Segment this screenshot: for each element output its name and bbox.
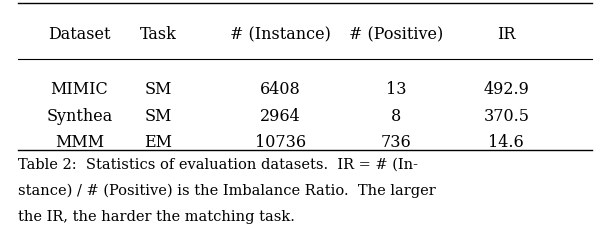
Text: IR: IR [497, 26, 515, 43]
Text: # (Positive): # (Positive) [350, 26, 443, 43]
Text: the IR, the harder the matching task.: the IR, the harder the matching task. [18, 209, 295, 223]
Text: SM: SM [145, 108, 172, 125]
Text: 14.6: 14.6 [489, 133, 524, 150]
Text: stance) / # (Positive) is the Imbalance Ratio.  The larger: stance) / # (Positive) is the Imbalance … [18, 183, 436, 197]
Text: 370.5: 370.5 [483, 108, 529, 125]
Text: 8: 8 [392, 108, 401, 125]
Text: # (Instance): # (Instance) [230, 26, 331, 43]
Text: Dataset: Dataset [48, 26, 110, 43]
Text: 2964: 2964 [260, 108, 301, 125]
Text: 6408: 6408 [260, 80, 301, 97]
Text: 736: 736 [381, 133, 412, 150]
Text: MIMIC: MIMIC [51, 80, 108, 97]
Text: EM: EM [145, 133, 173, 150]
Text: Synthea: Synthea [46, 108, 112, 125]
Text: SM: SM [145, 80, 172, 97]
Text: Table 2:  Statistics of evaluation datasets.  IR = # (In-: Table 2: Statistics of evaluation datase… [18, 157, 418, 171]
Text: 13: 13 [386, 80, 407, 97]
Text: 492.9: 492.9 [483, 80, 529, 97]
Text: 10736: 10736 [255, 133, 306, 150]
Text: MMM: MMM [55, 133, 104, 150]
Text: Task: Task [140, 26, 177, 43]
